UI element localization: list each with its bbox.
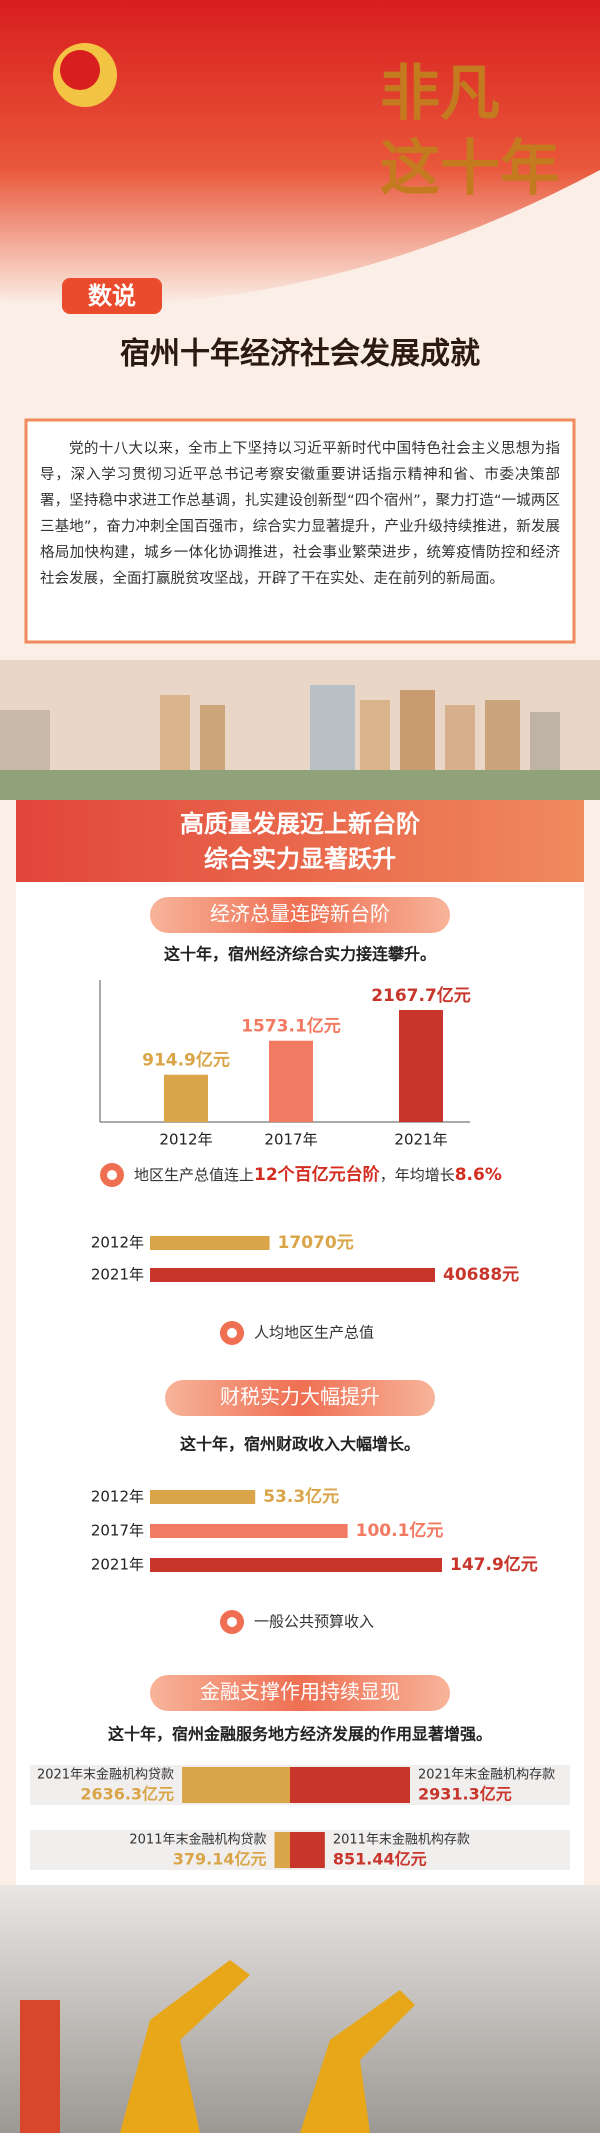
bar-label: 2011年末金融机构贷款 xyxy=(129,1832,266,1848)
x-tick-label: 2021年 xyxy=(394,1131,447,1149)
bar xyxy=(150,1268,435,1282)
header-bg xyxy=(0,0,600,305)
bar xyxy=(150,1490,256,1504)
robot-arm xyxy=(120,1960,250,2133)
y-tick-label: 2021年 xyxy=(91,1266,144,1284)
icon-dot xyxy=(107,1170,117,1180)
section-title: 综合实力显著跃升 xyxy=(204,845,396,873)
value-label: 1573.1亿元 xyxy=(241,1016,341,1037)
note-text: 地区生产总值连上 xyxy=(134,1166,254,1184)
bar xyxy=(290,1767,410,1803)
section-band xyxy=(16,800,584,882)
value-label: 914.9亿元 xyxy=(142,1050,230,1071)
subtitle: 这十年，宿州金融服务地方经济发展的作用显著增强。 xyxy=(108,1725,492,1744)
caption: 一般公共预算收入 xyxy=(254,1613,374,1631)
badge: 数说 xyxy=(88,282,136,310)
section-title: 高质量发展迈上新台阶 xyxy=(180,810,420,838)
y-tick-label: 2012年 xyxy=(91,1488,144,1506)
value-label: 147.9亿元 xyxy=(450,1554,538,1575)
value-label: 17070元 xyxy=(278,1233,354,1253)
bar xyxy=(150,1524,348,1538)
y-tick-label: 2017年 xyxy=(91,1522,144,1540)
note-text: ，年均增长 xyxy=(380,1166,455,1184)
note: 地区生产总值连上12个百亿元台阶，年均增长8.6% xyxy=(134,1164,502,1185)
bar xyxy=(182,1767,290,1803)
badge-bg xyxy=(62,278,162,314)
y-tick-label: 2012年 xyxy=(91,1234,144,1252)
subsection-bg xyxy=(150,897,450,933)
value-label: 379.14亿元 xyxy=(173,1850,267,1869)
subsection-title: 经济总量连跨新台阶 xyxy=(210,902,390,926)
value-label: 851.44亿元 xyxy=(333,1850,427,1869)
subsection-title: 金融支撑作用持续显现 xyxy=(200,1680,400,1704)
icon-dot xyxy=(227,1617,237,1627)
y-tick-label: 2021年 xyxy=(91,1556,144,1574)
subtitle: 这十年，宿州财政收入大幅增长。 xyxy=(180,1435,420,1454)
note-highlight: 12个百亿元台阶 xyxy=(254,1164,381,1185)
x-tick-label: 2017年 xyxy=(264,1131,317,1149)
note-highlight: 8.6% xyxy=(455,1165,502,1185)
bar xyxy=(164,1074,208,1122)
icon-dot xyxy=(227,1328,237,1338)
slogan: 非凡 xyxy=(380,61,500,127)
bar xyxy=(150,1558,442,1572)
value-label: 53.3亿元 xyxy=(263,1486,339,1507)
bar xyxy=(274,1832,290,1868)
x-tick-label: 2012年 xyxy=(159,1131,212,1149)
value-label: 40688元 xyxy=(443,1265,519,1285)
value-label: 2636.3亿元 xyxy=(80,1785,174,1804)
value-label: 100.1亿元 xyxy=(356,1520,444,1541)
value-label: 2167.7亿元 xyxy=(371,985,471,1006)
bar xyxy=(150,1236,270,1250)
subtitle: 这十年，宿州经济综合实力接连攀升。 xyxy=(164,945,436,964)
caption: 人均地区生产总值 xyxy=(254,1324,374,1342)
emblem-inner xyxy=(60,50,100,90)
intro-box xyxy=(24,418,576,644)
bar-label: 2021年末金融机构贷款 xyxy=(37,1767,174,1783)
subsection-bg xyxy=(165,1380,435,1416)
intro: 党的十八大以来，全市上下坚持以习近平新时代中国特色社会主义思想为指导，深入学习贯… xyxy=(40,441,560,587)
machine xyxy=(20,2000,60,2133)
bar xyxy=(290,1832,325,1868)
value-label: 2931.3亿元 xyxy=(418,1785,512,1804)
skyline xyxy=(0,660,600,800)
subsection-title: 财税实力大幅提升 xyxy=(220,1385,380,1409)
bar-label: 2021年末金融机构存款 xyxy=(418,1767,555,1783)
slogan: 这十年 xyxy=(380,136,560,202)
page-title: 宿州十年经济社会发展成就 xyxy=(120,337,480,372)
bar-label: 2011年末金融机构存款 xyxy=(333,1832,470,1848)
bar xyxy=(269,1040,313,1122)
robot-arm xyxy=(300,1990,415,2133)
bar xyxy=(399,1010,443,1122)
subsection-bg xyxy=(150,1675,450,1711)
factory-bg xyxy=(0,1885,600,2133)
